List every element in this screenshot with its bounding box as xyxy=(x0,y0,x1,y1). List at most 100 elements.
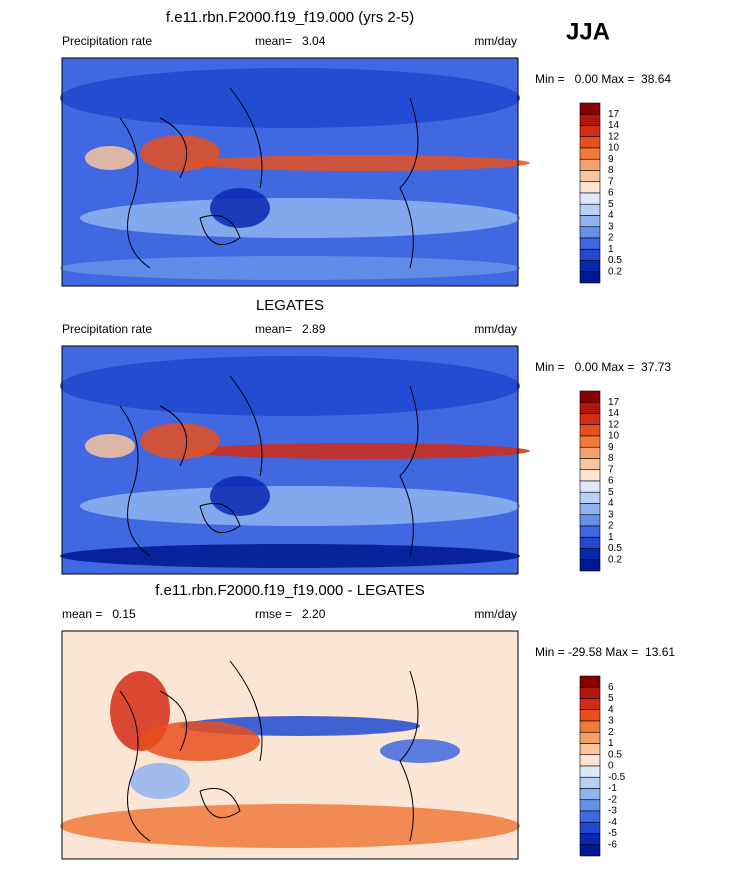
colorbar-box xyxy=(579,491,601,504)
coastline xyxy=(119,375,419,557)
map xyxy=(60,345,530,575)
colorbar-label: 1 xyxy=(608,244,614,255)
units-label: mm/day xyxy=(474,322,517,336)
colorbar-label: 4 xyxy=(608,704,614,715)
colorbar-label: 14 xyxy=(608,408,620,419)
colorbar-label: 3 xyxy=(608,716,614,727)
map-feature xyxy=(210,476,270,516)
colorbar-label: 6 xyxy=(608,682,614,693)
colorbar-label: 2 xyxy=(608,233,614,244)
map-feature xyxy=(80,486,520,526)
colorbar-label: 8 xyxy=(608,165,614,176)
colorbar-label: 1 xyxy=(608,532,614,543)
colorbar-box xyxy=(579,788,601,801)
colorbar-box xyxy=(579,170,601,183)
colorbar-box xyxy=(579,675,601,688)
colorbar-box xyxy=(579,799,601,812)
colorbar-box xyxy=(579,720,601,733)
colorbar-label: 10 xyxy=(608,431,620,442)
colorbar-box xyxy=(579,754,601,767)
left-label: Precipitation rate xyxy=(62,34,152,48)
colorbar-box xyxy=(579,503,601,516)
min-max-label: Min = 0.00 Max = 37.73 xyxy=(535,360,671,374)
map-feature xyxy=(85,434,135,458)
min-max-label: Min = -29.58 Max = 13.61 xyxy=(535,645,675,659)
colorbar-label: 9 xyxy=(608,154,614,165)
colorbar-label: 5 xyxy=(608,693,614,704)
map-feature xyxy=(85,146,135,170)
colorbar-label: 12 xyxy=(608,131,620,142)
left-label: mean = 0.15 xyxy=(62,607,136,621)
colorbar-box xyxy=(579,833,601,846)
map-feature xyxy=(80,198,520,238)
min-max-label: Min = 0.00 Max = 38.64 xyxy=(535,72,671,86)
colorbar-box xyxy=(579,559,601,572)
colorbar-box xyxy=(579,458,601,471)
colorbar-label: 8 xyxy=(608,453,614,464)
colorbar-box xyxy=(579,424,601,437)
colorbar-box xyxy=(579,810,601,823)
map xyxy=(60,57,530,287)
colorbar-box xyxy=(579,548,601,561)
colorbar-box xyxy=(579,203,601,216)
colorbar-label: 4 xyxy=(608,498,614,509)
colorbar-box xyxy=(579,136,601,149)
colorbar-label: 2 xyxy=(608,727,614,738)
colorbar-box xyxy=(579,215,601,228)
coastline xyxy=(119,87,419,269)
colorbar-box xyxy=(579,844,601,857)
colorbar-box xyxy=(579,743,601,756)
colorbar-label: -1 xyxy=(608,783,617,794)
map-feature xyxy=(130,763,190,799)
colorbar-box xyxy=(579,271,601,284)
coastline xyxy=(119,660,419,842)
colorbar-label: -0.5 xyxy=(608,772,626,783)
colorbar-box xyxy=(579,260,601,273)
map-frame xyxy=(61,630,519,860)
season-label: JJA xyxy=(566,18,610,45)
colorbar-label: 12 xyxy=(608,419,620,430)
map-feature xyxy=(190,443,530,459)
colorbar-label: 3 xyxy=(608,221,614,232)
colorbar-box xyxy=(579,102,601,115)
colorbar-label: 9 xyxy=(608,442,614,453)
colorbar-label: 4 xyxy=(608,210,614,221)
colorbar-box xyxy=(579,514,601,527)
map xyxy=(60,630,520,860)
colorbar-box xyxy=(579,525,601,538)
colorbar-box xyxy=(579,192,601,205)
colorbar-box xyxy=(579,446,601,459)
panel-title: LEGATES xyxy=(256,297,324,314)
colorbar-box xyxy=(579,536,601,549)
colorbar-box xyxy=(579,698,601,711)
colorbar-label: -6 xyxy=(608,839,617,850)
colorbar-box xyxy=(579,248,601,261)
colorbar-box xyxy=(579,686,601,699)
colorbar-label: 5 xyxy=(608,199,614,210)
colorbar-box xyxy=(579,113,601,126)
map-feature xyxy=(140,423,220,459)
colorbar-box xyxy=(579,821,601,834)
colorbar-label: -3 xyxy=(608,806,617,817)
colorbar-label: 10 xyxy=(608,143,620,154)
colorbar-box xyxy=(579,226,601,239)
map-feature xyxy=(140,721,260,761)
panel-title: f.e11.rbn.F2000.f19_f19.000 - LEGATES xyxy=(155,582,425,599)
colorbar-box xyxy=(579,390,601,403)
colorbar-label: 6 xyxy=(608,476,614,487)
colorbar-box xyxy=(579,765,601,778)
map-feature xyxy=(60,68,520,128)
colorbar-box xyxy=(579,776,601,789)
colorbar-label: 1 xyxy=(608,738,614,749)
colorbar-label: 0.2 xyxy=(608,554,622,565)
map-feature xyxy=(380,739,460,763)
colorbar-label: 6 xyxy=(608,188,614,199)
colorbar-box xyxy=(579,125,601,138)
units-label: mm/day xyxy=(474,607,517,621)
panel-title: f.e11.rbn.F2000.f19_f19.000 (yrs 2-5) xyxy=(166,9,414,26)
colorbar-label: -2 xyxy=(608,794,617,805)
colorbar-label: 0.5 xyxy=(608,749,622,760)
map-feature xyxy=(60,804,520,848)
colorbar-box xyxy=(579,413,601,426)
